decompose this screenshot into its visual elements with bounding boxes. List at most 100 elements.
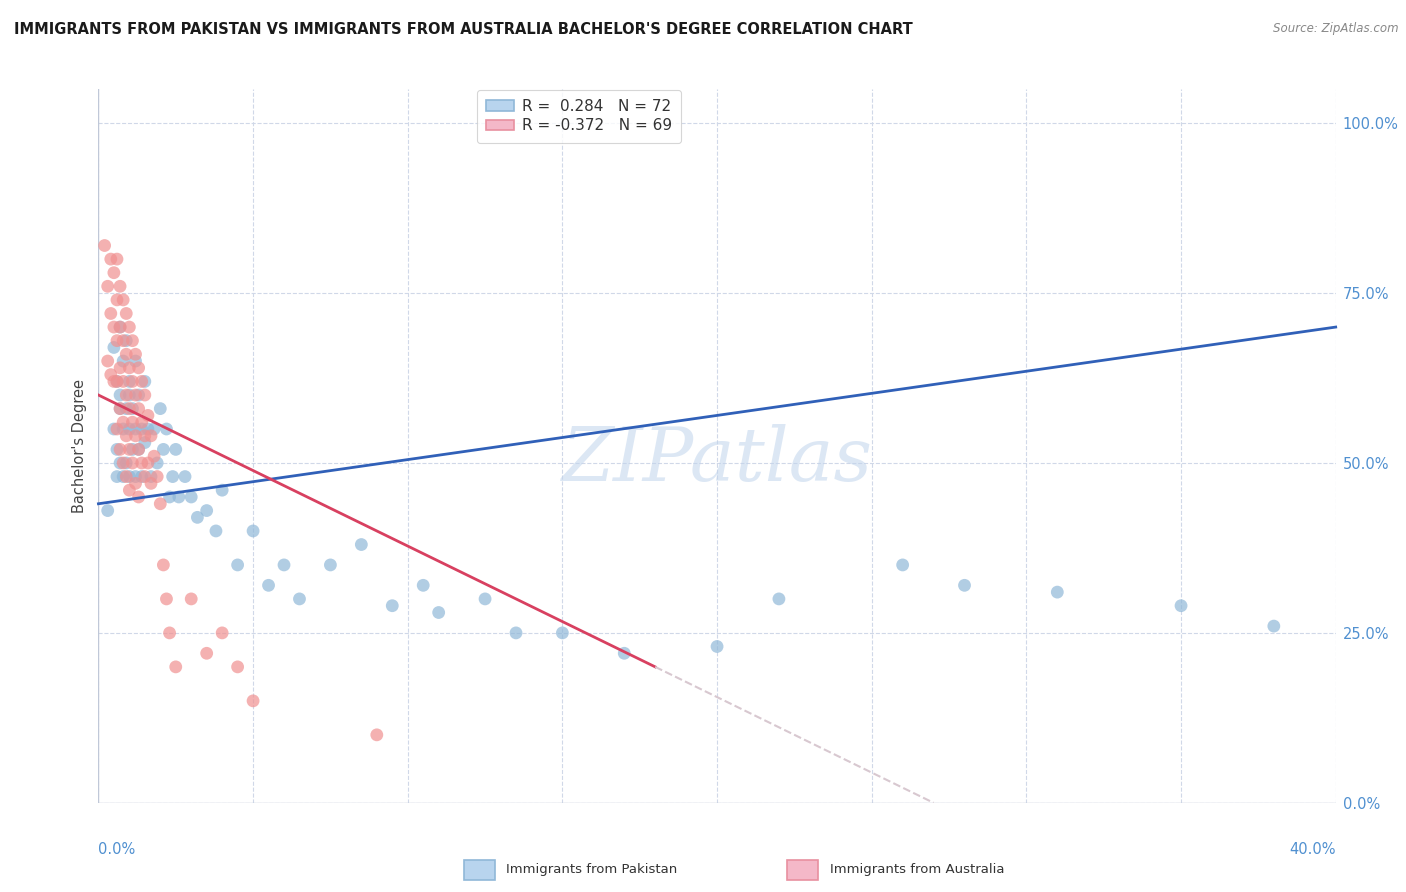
Point xyxy=(115,401,138,416)
Point xyxy=(112,354,135,368)
Point xyxy=(195,646,218,660)
Point xyxy=(366,728,388,742)
Point xyxy=(1170,599,1192,613)
Text: 40.0%: 40.0% xyxy=(1289,842,1336,857)
Point xyxy=(118,469,141,483)
Point xyxy=(115,469,138,483)
Point xyxy=(118,320,141,334)
Text: Immigrants from Australia: Immigrants from Australia xyxy=(830,863,1004,876)
Point xyxy=(118,401,141,416)
Point xyxy=(134,469,156,483)
Point xyxy=(105,252,128,266)
Point xyxy=(97,354,120,368)
Point xyxy=(128,360,150,375)
Point xyxy=(242,524,264,538)
Point xyxy=(128,490,150,504)
Point xyxy=(121,401,143,416)
Point xyxy=(121,442,143,457)
Point xyxy=(105,422,128,436)
Point xyxy=(165,442,187,457)
Point xyxy=(118,422,141,436)
Point xyxy=(139,469,162,483)
Point xyxy=(273,558,295,572)
Point xyxy=(100,306,122,320)
Point xyxy=(124,422,146,436)
Point xyxy=(613,646,636,660)
Point xyxy=(134,388,156,402)
Point xyxy=(118,442,141,457)
Point xyxy=(143,449,166,463)
Point xyxy=(953,578,976,592)
Point xyxy=(1046,585,1069,599)
Point xyxy=(100,368,122,382)
Text: 0.0%: 0.0% xyxy=(98,842,135,857)
Point xyxy=(134,429,156,443)
Point xyxy=(128,442,150,457)
Point xyxy=(115,388,138,402)
Point xyxy=(211,626,233,640)
Point xyxy=(706,640,728,654)
Point xyxy=(134,435,156,450)
Point xyxy=(226,660,249,674)
Point xyxy=(134,375,156,389)
Point xyxy=(118,483,141,498)
Point xyxy=(118,388,141,402)
Point xyxy=(167,490,190,504)
Point xyxy=(105,375,128,389)
Point xyxy=(155,422,177,436)
Point xyxy=(139,476,162,491)
Point xyxy=(180,591,202,606)
Point xyxy=(108,320,131,334)
Point xyxy=(195,503,218,517)
Point xyxy=(108,320,131,334)
Point xyxy=(143,422,166,436)
Point xyxy=(103,422,125,436)
Point xyxy=(97,279,120,293)
Point xyxy=(124,429,146,443)
Point xyxy=(131,375,153,389)
Point xyxy=(412,578,434,592)
Point xyxy=(105,375,128,389)
Point xyxy=(186,510,208,524)
Point xyxy=(136,409,159,423)
Point xyxy=(108,401,131,416)
Point xyxy=(136,456,159,470)
Point xyxy=(115,429,138,443)
Point xyxy=(131,422,153,436)
Point xyxy=(115,334,138,348)
Point xyxy=(165,660,187,674)
Point xyxy=(112,334,135,348)
Point xyxy=(149,401,172,416)
Point xyxy=(105,293,128,307)
Point xyxy=(427,606,450,620)
Point xyxy=(768,591,790,606)
Point xyxy=(146,469,169,483)
Point xyxy=(121,334,143,348)
Point xyxy=(103,320,125,334)
Text: Source: ZipAtlas.com: Source: ZipAtlas.com xyxy=(1274,22,1399,36)
Point xyxy=(162,469,184,483)
Point xyxy=(350,537,373,551)
Point xyxy=(124,469,146,483)
Point xyxy=(474,591,496,606)
Point xyxy=(112,469,135,483)
Point xyxy=(112,415,135,429)
Point xyxy=(105,442,128,457)
Point xyxy=(152,442,174,457)
Point xyxy=(128,388,150,402)
Point xyxy=(174,469,197,483)
Point xyxy=(100,252,122,266)
Point xyxy=(103,266,125,280)
Point xyxy=(115,306,138,320)
Point xyxy=(128,442,150,457)
Point xyxy=(105,334,128,348)
Point xyxy=(124,347,146,361)
Point xyxy=(288,591,311,606)
Text: Immigrants from Pakistan: Immigrants from Pakistan xyxy=(506,863,678,876)
Point xyxy=(108,401,131,416)
Point xyxy=(108,360,131,375)
Y-axis label: Bachelor's Degree: Bachelor's Degree xyxy=(72,379,87,513)
Point xyxy=(121,375,143,389)
Point xyxy=(226,558,249,572)
Point xyxy=(1263,619,1285,633)
